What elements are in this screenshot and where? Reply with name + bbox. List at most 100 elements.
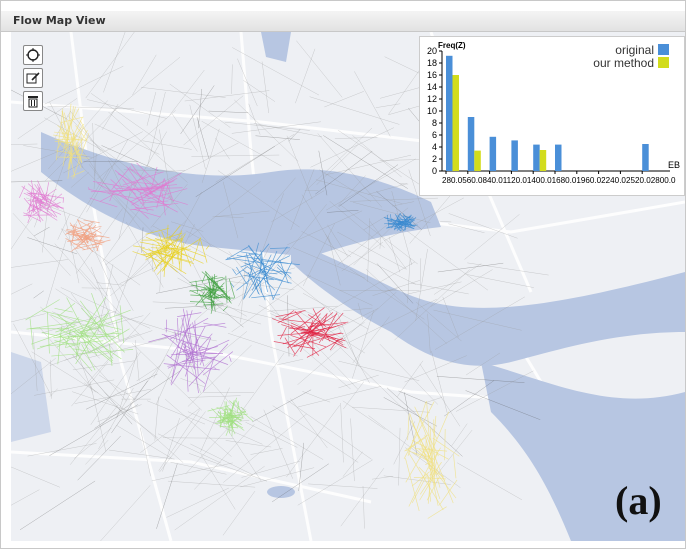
flow-edge [70,171,90,188]
cluster-edge [72,129,83,163]
cluster-edge [62,197,64,203]
flow-edge [329,201,385,248]
flow-edge [407,281,462,295]
cluster-edge [192,325,206,351]
histogram-panel: 0 2 4 6 8 10 12 14 16 18 20 Freq(Z) EB 280.0560.0840.… [419,36,685,196]
cluster-edge [59,309,131,338]
flow-edge [217,170,300,228]
flow-edge [252,389,312,423]
flow-edge [437,262,504,273]
cluster-edge [321,312,338,341]
flow-edge [375,103,401,108]
cluster-edge [94,232,97,236]
flow-edge [440,221,452,223]
flow-edge [90,351,141,425]
cluster-edge [162,184,169,203]
cluster-edge [30,323,90,345]
flow-edge [222,490,256,536]
cluster-edge [428,462,457,499]
cluster-edge [163,178,175,202]
lasso-select-icon[interactable] [23,45,43,65]
cluster-edge [219,411,226,428]
bar-original [446,55,453,171]
flow-edge [101,103,119,131]
cluster-edge [38,195,52,201]
flow-edge [309,96,400,125]
flow-edge [264,293,343,328]
cluster-edge [201,291,205,297]
cluster-edge [214,286,224,289]
cluster-edge [26,192,43,202]
flow-edge [271,463,329,503]
flow-edges [11,32,549,541]
flow-edge [306,274,373,306]
cluster-edge [226,415,236,435]
flow-edge [86,99,167,119]
cluster-edge [133,188,178,213]
flow-edge [97,264,114,334]
edit-icon[interactable] [23,68,43,88]
flow-edge [342,400,386,430]
flow-edge [261,61,270,114]
flow-edge [86,312,151,384]
legend-label: our method [593,56,654,70]
flow-edge [139,427,151,477]
flow-edge [368,415,428,461]
y-tick-label: 8 [432,118,437,128]
flow-edge [248,103,261,135]
flow-edge [234,352,285,422]
flow-edge [47,148,70,213]
flow-edge [85,439,109,465]
flow-edge [231,121,321,134]
flow-edge [419,363,461,427]
cluster-edge [284,337,296,355]
flow-edge [306,127,373,191]
flow-edge [407,230,489,291]
cluster-edge [201,271,218,286]
flow-edge [415,248,428,321]
cluster-edge [427,448,430,460]
flow-edge [152,301,195,304]
cluster-edge [67,133,75,179]
flow-edge [349,268,425,320]
flow-edge [60,228,108,297]
cluster-edge [21,186,43,201]
flow-edge [11,313,46,323]
flow-edge [34,379,115,396]
flow-edge [362,485,365,529]
cluster-edge [287,332,307,349]
cluster-edge [170,348,195,386]
cluster-edge [260,270,262,272]
flow-edge [27,237,78,255]
cluster-edge [405,449,428,458]
flow-edge [61,228,141,286]
cluster-edge [412,445,431,463]
cluster-edge [70,329,89,336]
cluster-edge [290,322,347,349]
flow-edge [245,421,298,448]
flow-edge [328,236,341,286]
flow-edge [250,416,324,460]
flow-edge [310,127,395,168]
cluster-edge [42,194,63,209]
cluster-edge [407,414,410,441]
cluster-edge [427,474,432,502]
flow-edge [424,397,443,404]
cluster-edge [39,340,104,347]
cluster-edge [400,221,406,226]
cluster-edge [277,264,292,279]
cluster-edge [55,108,64,161]
cluster-edge [182,308,194,360]
flow-edge [228,251,287,325]
flow-edge [159,411,206,473]
flow-edge [72,360,135,371]
cluster-edge [213,367,217,369]
cluster-edge [272,261,293,301]
flow-edge [448,213,518,239]
trash-icon[interactable] [23,91,43,111]
cluster-edge [70,142,73,164]
cluster-edge [249,247,268,271]
flow-edge [170,221,204,232]
flow-edge [327,308,370,384]
flow-edge [400,183,409,185]
